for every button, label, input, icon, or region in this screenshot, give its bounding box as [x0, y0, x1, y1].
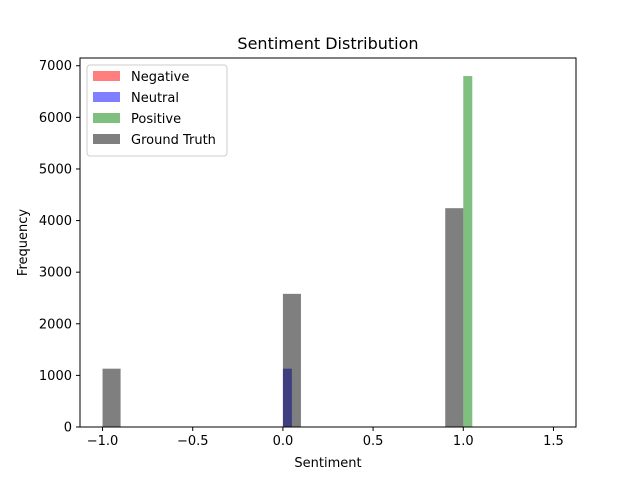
x-tick-label: 0.0: [273, 434, 294, 449]
legend-label-ground-truth: Ground Truth: [131, 133, 216, 148]
legend-swatch-negative: [93, 71, 120, 81]
x-axis: −1.0 −0.5 0.0 0.5 1.0 1.5: [87, 427, 564, 449]
x-tick-label: 0.5: [363, 434, 384, 449]
legend-frame: [86, 64, 228, 157]
y-tick-label: 7000: [39, 59, 72, 74]
y-tick-label: 6000: [39, 111, 72, 126]
bars-layer: [102, 76, 473, 428]
x-tick-label: 1.0: [453, 434, 474, 449]
y-tick-label: 2000: [39, 317, 72, 332]
y-tick-label: 0: [64, 421, 72, 436]
x-tick-label: 1.5: [543, 434, 564, 449]
x-tick-label: −1.0: [87, 434, 119, 449]
bar-positive-0: [463, 76, 473, 428]
bar-ground-truth-2: [445, 208, 464, 427]
y-tick-label: 5000: [39, 162, 72, 177]
legend: Negative Neutral Positive Ground Truth: [86, 64, 228, 157]
legend-label-positive: Positive: [131, 112, 181, 127]
bar-ground-truth-1: [282, 293, 301, 427]
x-axis-label: Sentiment: [294, 456, 361, 471]
legend-swatch-ground-truth: [93, 134, 120, 144]
y-axis: 0 1000 2000 3000 4000 5000 6000 7000: [39, 59, 80, 436]
legend-swatch-neutral: [93, 92, 120, 102]
x-tick-label: −0.5: [177, 434, 209, 449]
y-axis-label: Frequency: [16, 209, 31, 276]
y-tick-label: 3000: [39, 266, 72, 281]
y-tick-label: 4000: [39, 214, 72, 229]
legend-label-neutral: Neutral: [131, 91, 179, 106]
y-tick-label: 1000: [39, 369, 72, 384]
plot-frame: [79, 57, 577, 428]
bar-ground-truth-0: [102, 368, 121, 427]
legend-swatch-positive: [93, 113, 120, 123]
chart-title: Sentiment Distribution: [237, 34, 418, 53]
legend-label-negative: Negative: [131, 70, 189, 85]
